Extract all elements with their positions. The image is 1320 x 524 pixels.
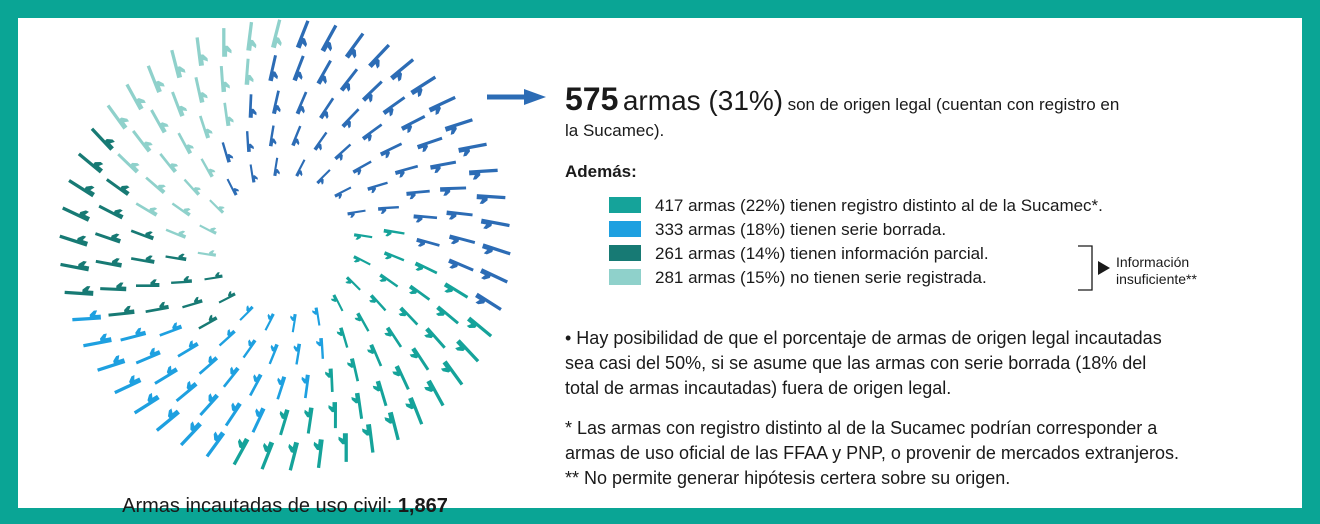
legend-swatch [609,245,641,261]
legend-swatch [609,221,641,237]
headline-number: 575 [565,81,618,117]
headline-detail: son de origen legal (cuentan con registr… [788,95,1120,114]
legend-label: 333 armas (18%) tienen serie borrada. [655,220,946,239]
legend-swatch [609,197,641,213]
section-title: Además: [565,162,637,181]
caption-text: Armas incautadas de uso civil: [122,495,392,517]
bullet-line: sea casi del 50%, si se asume que las ar… [565,353,1146,373]
bracket-label: Información [1116,254,1189,270]
headline-detail: la Sucamec). [565,121,664,140]
note-line: * Las armas con registro distinto al de … [565,418,1158,438]
infographic: Armas incautadas de uso civil: 1,867 575… [0,0,1320,524]
bullet-line: • Hay posibilidad de que el porcentaje d… [565,328,1162,348]
legend-label: 417 armas (22%) tienen registro distinto… [655,196,1103,215]
bullet-line: total de armas incautadas) fuera de orig… [565,378,951,398]
note-line: ** No permite generar hipótesis certera … [565,468,1010,488]
caption-total: 1,867 [398,495,448,517]
note-line: armas de uso oficial de las FFAA y PNP, … [565,443,1179,463]
caption: Armas incautadas de uso civil: 1,867 [122,495,448,517]
bracket-label: insuficiente** [1116,271,1197,287]
legend-swatch [609,269,641,285]
legend-label: 281 armas (15%) no tienen serie registra… [655,268,987,287]
headline-text: armas (31%) [623,85,783,116]
legend-label: 261 armas (14%) tienen información parci… [655,244,989,263]
